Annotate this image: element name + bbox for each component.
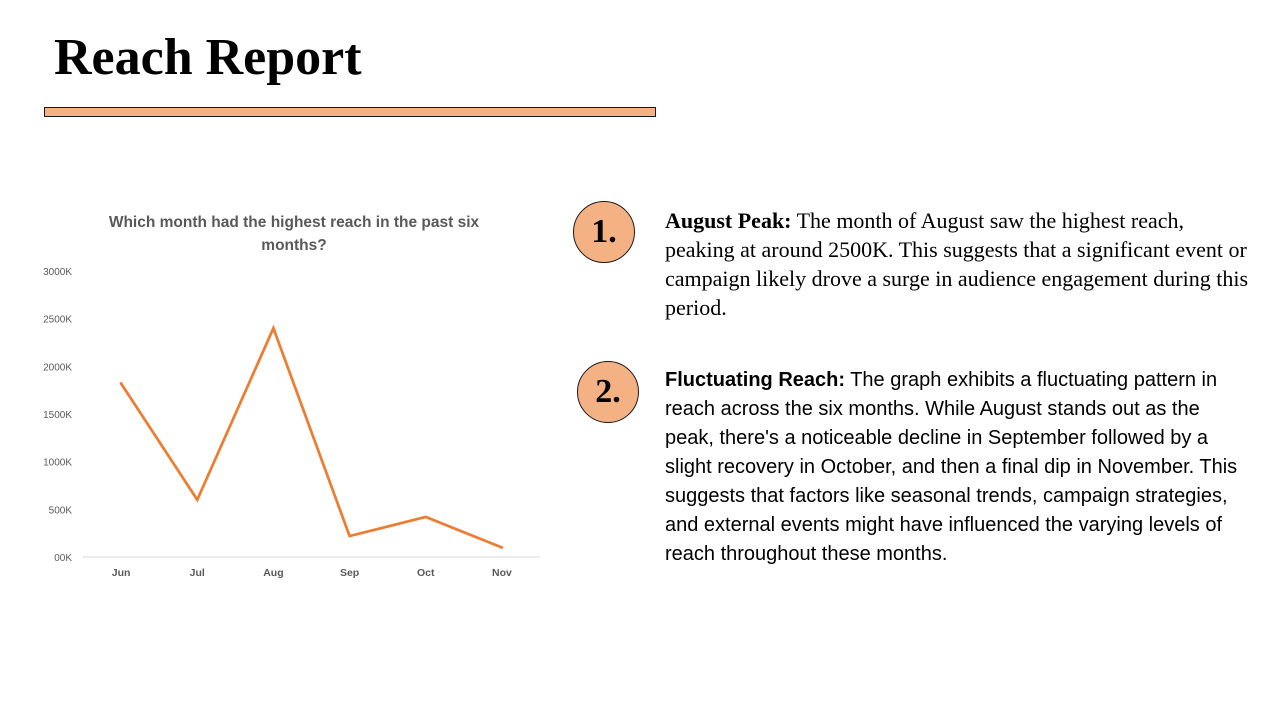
- x-tick-label: Oct: [417, 567, 435, 579]
- data-point: [272, 327, 275, 330]
- data-point: [500, 546, 504, 549]
- y-tick-label: 2000K: [43, 362, 72, 373]
- insight-2-heading: Fluctuating Reach:: [665, 369, 846, 391]
- chart-title: Which month had the highest reach in the…: [108, 214, 480, 254]
- page-title: Reach Report: [54, 29, 362, 86]
- reach-series-line: [119, 324, 504, 549]
- reach-chart: 00K 500K 1000K 1500K 2000K 2500K 3000K Jun Jul Au…: [30, 205, 560, 595]
- insight-2: Fluctuating Reach: The graph exhibits a …: [665, 366, 1250, 569]
- insight-1-text: The month of August saw the highest reac…: [665, 208, 1249, 320]
- insight-1-badge: 1.: [573, 201, 635, 263]
- title-underline: [44, 107, 656, 117]
- data-point: [119, 382, 123, 385]
- data-point: [348, 534, 351, 538]
- y-tick-label: 00K: [54, 553, 72, 564]
- x-tick-label: Sep: [340, 567, 359, 579]
- x-tick-label: Nov: [492, 567, 512, 579]
- x-tick-label: Jul: [190, 567, 205, 579]
- y-tick-label: 1500K: [43, 410, 72, 421]
- insight-1-heading: August Peak:: [665, 208, 792, 233]
- y-tick-label: 1000K: [43, 458, 72, 469]
- insight-2-text: The graph exhibits a fluctuating pattern…: [665, 369, 1238, 565]
- x-tick-label: Jun: [112, 567, 131, 579]
- data-point: [424, 515, 427, 519]
- data-point: [196, 498, 199, 501]
- y-tick-label: 500K: [49, 505, 73, 516]
- y-tick-label: 3000K: [43, 267, 72, 278]
- y-tick-label: 2500K: [43, 315, 72, 326]
- chart-canvas: 00K 500K 1000K 1500K 2000K 2500K 3000K Jun Jul Au…: [43, 267, 540, 579]
- insight-2-badge: 2.: [577, 361, 639, 423]
- x-tick-label: Aug: [263, 567, 283, 579]
- insight-1: August Peak: The month of August saw the…: [665, 206, 1250, 322]
